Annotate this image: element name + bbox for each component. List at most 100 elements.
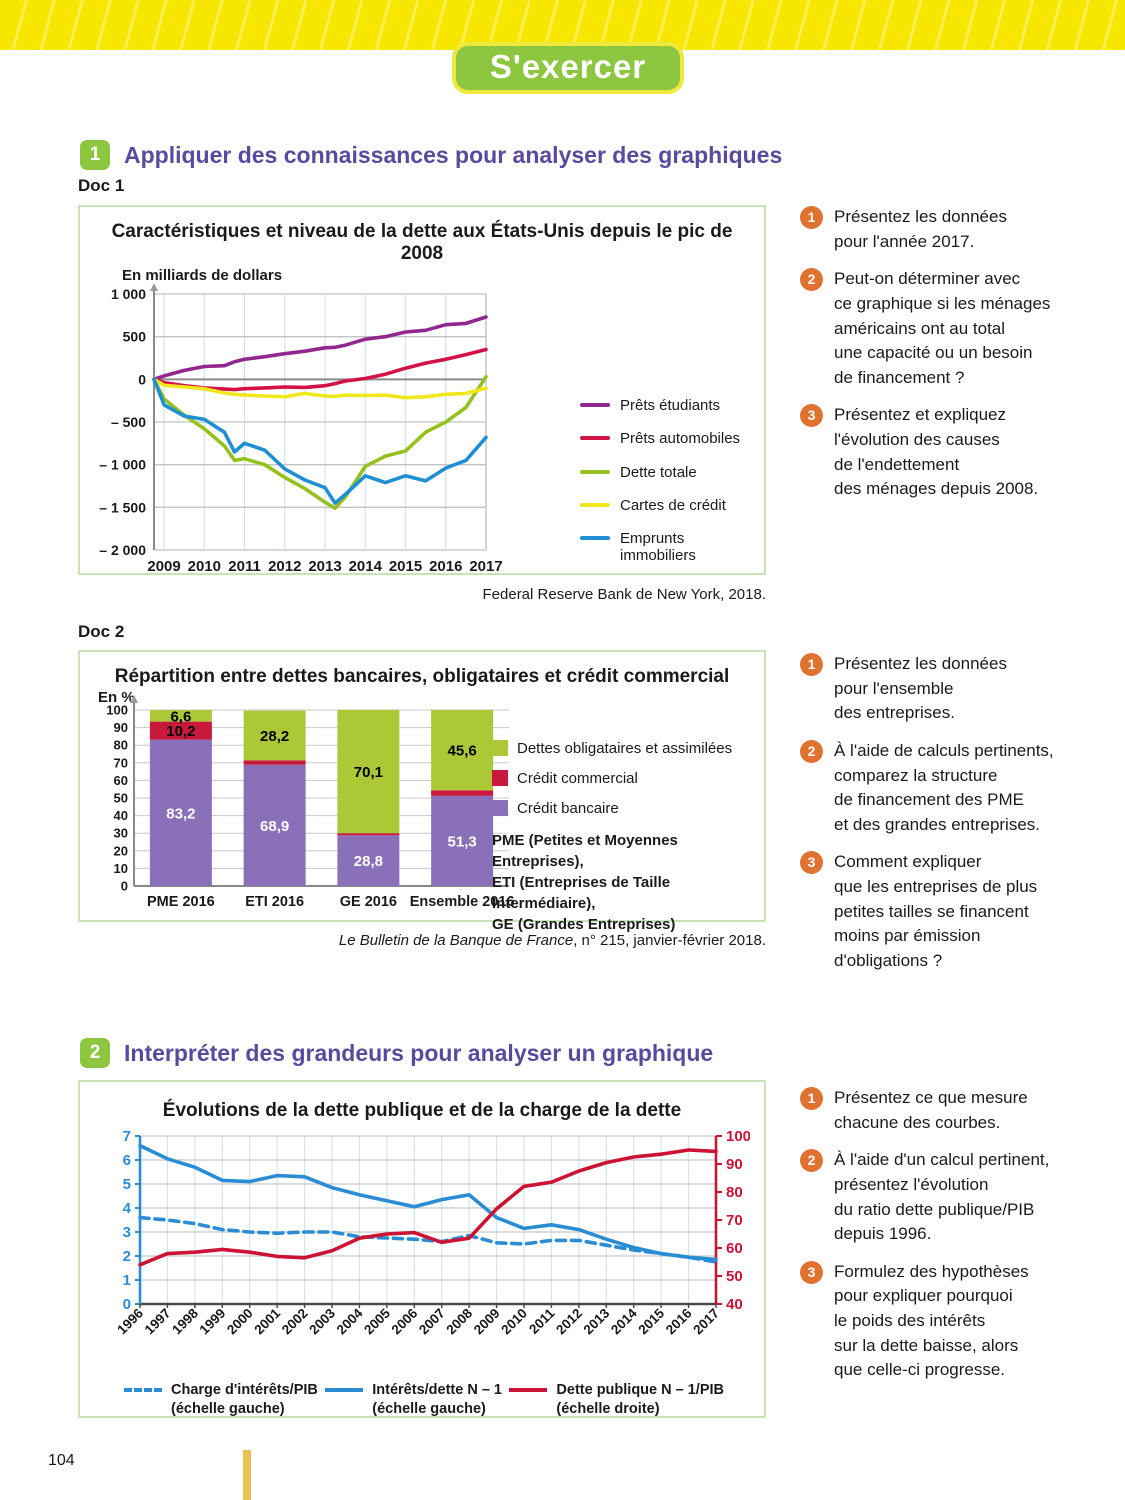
- chart1-legend: Prêts étudiants Prêts automobiles Dette …: [580, 397, 755, 581]
- legend-label: Emprunts immobiliers: [620, 530, 696, 565]
- corporate-debt-bar-chart: 0 10 20 30 40 50 60 70 80 90 100 En % 83,2 10,2 6,6 PME…: [94, 689, 750, 927]
- dette-totale-swatch: [580, 469, 610, 474]
- legend-label: Cartes de crédit: [620, 496, 726, 514]
- svg-text:2009: 2009: [147, 558, 180, 575]
- question: 1 Présentez les données pour l'année 2017…: [800, 205, 1122, 254]
- chart2-source: Le Bulletin de la Banque de France, n° 2…: [78, 932, 766, 949]
- svg-text:2004: 2004: [334, 1305, 366, 1337]
- svg-text:28,8: 28,8: [354, 853, 383, 870]
- svg-text:5: 5: [123, 1176, 131, 1193]
- svg-text:6: 6: [123, 1152, 131, 1169]
- svg-text:10,2: 10,2: [166, 723, 195, 740]
- question-number-badge: 1: [800, 206, 823, 229]
- public-debt-chart-box: Évolutions de la dette publique et de la…: [78, 1080, 766, 1418]
- svg-text:2008: 2008: [443, 1305, 475, 1337]
- question-number-badge: 2: [800, 268, 823, 292]
- svg-text:– 1 500: – 1 500: [99, 499, 146, 515]
- svg-text:40: 40: [726, 1296, 743, 1313]
- legend-label: Dette totale: [620, 463, 697, 481]
- chart2-legend-and-notes: Dettes obligataires et assimilées Crédit…: [492, 740, 754, 935]
- question-text: Présentez les données pour l'année 2017.: [834, 207, 1007, 251]
- legend-label: Prêts étudiants: [620, 397, 721, 414]
- svg-text:51,3: 51,3: [448, 833, 477, 850]
- us-debt-line-chart: 1 000 500 0 – 500 – 1 000 – 1 500 – 2 000 2009 2…: [94, 283, 750, 585]
- question: 2 À l'aide de calculs pertinents, compare…: [800, 739, 1122, 838]
- question-number-badge: 2: [800, 1149, 823, 1173]
- legend-label: Charge d'intérêts/PIB (échelle gauche): [171, 1382, 318, 1417]
- top-stripe-band: [0, 0, 1125, 50]
- question-number-badge: 1: [800, 653, 823, 676]
- doc2-label: Doc 2: [78, 622, 125, 641]
- interets-dette-swatch: [325, 1388, 364, 1392]
- emprunts-immobiliers-swatch: [580, 536, 610, 540]
- svg-text:2015: 2015: [635, 1305, 667, 1337]
- svg-text:– 1 000: – 1 000: [99, 457, 146, 473]
- question-text: Présentez et expliquez l'évolution des c…: [834, 405, 1039, 499]
- svg-text:2005: 2005: [361, 1305, 393, 1337]
- svg-text:PME 2016: PME 2016: [147, 894, 215, 910]
- svg-text:50: 50: [114, 791, 128, 806]
- chart1-source: Federal Reserve Bank de New York, 2018.: [482, 586, 767, 603]
- svg-text:40: 40: [114, 808, 128, 823]
- svg-text:1997: 1997: [142, 1306, 174, 1338]
- svg-text:60: 60: [726, 1240, 743, 1257]
- svg-text:70: 70: [726, 1212, 743, 1229]
- svg-text:0: 0: [121, 879, 128, 894]
- svg-text:2006: 2006: [389, 1305, 421, 1337]
- svg-text:6,6: 6,6: [170, 708, 191, 725]
- svg-text:4: 4: [123, 1200, 132, 1217]
- exercise2-questions: 1 Présentez ce que mesure chacune des cou…: [800, 1086, 1122, 1396]
- svg-text:0: 0: [138, 371, 146, 387]
- credit-bancaire-swatch: [492, 800, 508, 816]
- svg-text:70,1: 70,1: [354, 764, 383, 781]
- svg-text:1996: 1996: [114, 1305, 146, 1337]
- doc2-questions: 1 Présentez les données pour l'ensemble d…: [800, 652, 1122, 987]
- legend-item: Cartes de crédit: [580, 497, 755, 514]
- svg-text:80: 80: [114, 738, 128, 753]
- legend-item: Dette totale: [580, 464, 755, 481]
- exercise1-title: Appliquer des connaissances pour analyse…: [124, 141, 783, 168]
- legend-label: Prêts automobiles: [620, 430, 741, 448]
- legend-item: Dettes obligataires et assimilées: [492, 740, 754, 757]
- svg-text:70: 70: [114, 755, 128, 770]
- svg-text:2014: 2014: [349, 558, 383, 575]
- svg-text:68,9: 68,9: [260, 818, 289, 835]
- legend-label: Intérêts/dette N – 1 (échelle gauche): [372, 1382, 503, 1417]
- svg-text:2016: 2016: [663, 1305, 695, 1337]
- svg-text:60: 60: [114, 773, 128, 788]
- legend-label: Dettes obligataires et assimilées: [517, 740, 733, 757]
- chart1-unit-label: En milliards de dollars: [122, 267, 283, 284]
- svg-text:2003: 2003: [306, 1305, 338, 1337]
- svg-text:2017: 2017: [690, 1306, 722, 1338]
- doc1-label: Doc 1: [78, 176, 125, 195]
- question-number-badge: 3: [800, 851, 823, 875]
- legend-item: Emprunts immobiliers: [580, 530, 755, 565]
- question-text: Formulez des hypothèses pour expliquer p…: [834, 1261, 1029, 1380]
- svg-text:100: 100: [726, 1128, 750, 1145]
- dette-publique-swatch: [509, 1388, 548, 1392]
- dettes-obligataires-swatch: [492, 740, 508, 756]
- question: 3 Présentez et expliquez l'évolution des …: [800, 403, 1122, 502]
- legend-item: Intérêts/dette N – 1 (échelle gauche): [325, 1381, 502, 1419]
- svg-text:2013: 2013: [581, 1305, 613, 1337]
- cartes-credit-swatch: [580, 502, 610, 507]
- source-title: Le Bulletin de la Banque de France: [338, 932, 574, 949]
- legend-item: Prêts étudiants: [580, 397, 755, 414]
- doc2-chart-box: Répartition entre dettes bancaires, obli…: [78, 650, 766, 933]
- svg-text:2016: 2016: [429, 558, 462, 575]
- legend-item: Dette publique N – 1/PIB (échelle droite…: [509, 1381, 724, 1419]
- svg-text:GE 2016: GE 2016: [340, 894, 397, 910]
- svg-text:2: 2: [123, 1248, 131, 1265]
- svg-text:1999: 1999: [197, 1306, 229, 1338]
- question-text: Présentez les données pour l'ensemble de…: [834, 654, 1007, 723]
- question-number-badge: 1: [800, 1087, 823, 1110]
- svg-text:2017: 2017: [469, 558, 502, 575]
- question-number-badge: 3: [800, 1260, 823, 1284]
- svg-text:2013: 2013: [308, 558, 341, 575]
- svg-text:ETI 2016: ETI 2016: [245, 894, 304, 910]
- svg-text:2002: 2002: [279, 1306, 311, 1338]
- legend-label: Crédit bancaire: [517, 800, 619, 817]
- svg-text:2010: 2010: [188, 558, 221, 575]
- svg-text:10: 10: [114, 861, 128, 876]
- svg-text:2001: 2001: [251, 1305, 283, 1337]
